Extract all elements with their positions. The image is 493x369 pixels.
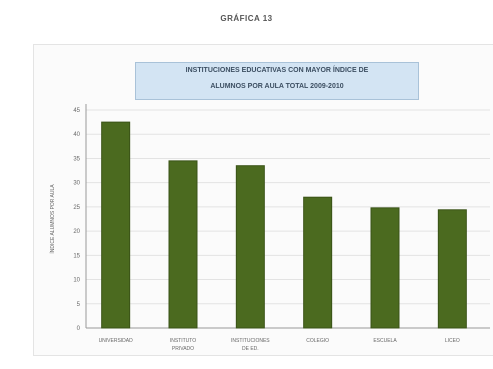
y-tick-label: 5 [77,302,81,308]
x-tick-label: INSTITUTO [170,338,196,344]
bar [370,207,400,329]
bar [168,160,198,329]
x-tick-label: DE ED. [242,346,259,352]
x-tick-label: UNIVERSIDAD [99,338,134,344]
bar [303,196,333,329]
chart-title: INSTITUCIONES EDUCATIVAS CON MAYOR ÍNDIC… [135,62,419,100]
bar [235,165,265,329]
x-tick-label: INSTITUCIONES [231,338,270,344]
y-tick-label: 15 [73,253,80,259]
y-tick-label: 30 [73,181,80,187]
y-tick-label: 25 [73,205,80,211]
x-tick-label: COLEGIO [306,338,329,344]
y-tick-label: 20 [73,229,80,235]
x-tick-label: LICEO [445,338,460,344]
y-tick-label: 45 [73,108,80,114]
bar [437,209,467,329]
bar [101,121,131,329]
y-tick-label: 0 [77,326,81,332]
y-axis-label: ÍNDICE ALUMNOS POR AULA [49,184,56,254]
y-tick-label: 10 [73,278,80,284]
y-tick-label: 35 [73,156,80,162]
x-tick-label: PRIVADO [172,346,194,352]
chart-title-line-1: INSTITUCIONES EDUCATIVAS CON MAYOR ÍNDIC… [185,67,369,74]
page-title: GRÁFICA 13 [220,14,273,23]
chart-title-line-2: ALUMNOS POR AULA TOTAL 2009-2010 [210,83,344,90]
x-tick-label: ESCUELA [373,338,397,344]
y-tick-label: 40 [73,132,80,138]
